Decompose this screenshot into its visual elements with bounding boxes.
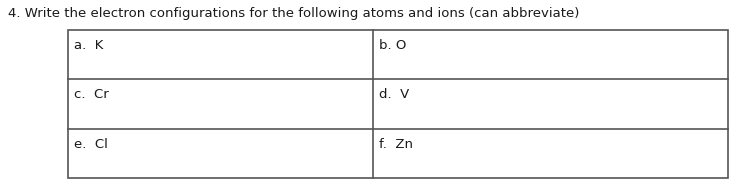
Text: f.  Zn: f. Zn [379,138,413,151]
Text: e.  Cl: e. Cl [74,138,108,151]
Text: d.  V: d. V [379,88,410,101]
Bar [68,30,728,178]
Text: a.  K: a. K [74,39,104,52]
Text: c.  Cr: c. Cr [74,88,109,101]
Text: b. O: b. O [379,39,407,52]
Text: 4. Write the electron configurations for the following atoms and ions (can abbre: 4. Write the electron configurations for… [8,7,580,20]
